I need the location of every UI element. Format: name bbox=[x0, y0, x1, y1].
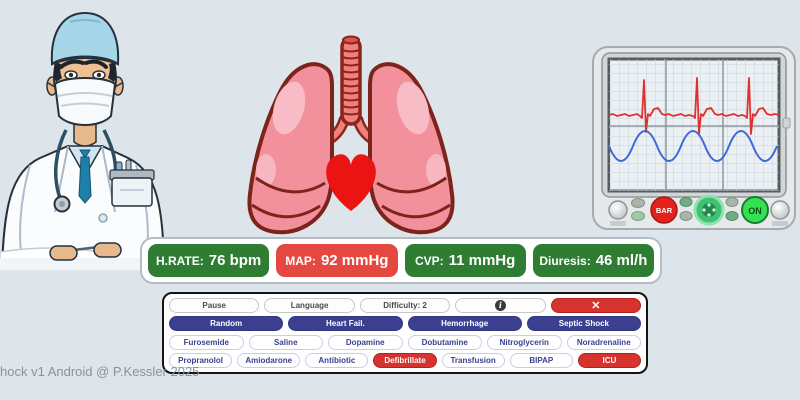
map-label: MAP: bbox=[285, 253, 316, 268]
hand bbox=[49, 245, 78, 261]
surgical-cap bbox=[50, 11, 120, 66]
bar-button bbox=[650, 196, 678, 224]
diuresis-label: Diuresis: bbox=[539, 253, 591, 268]
ecg-trace bbox=[608, 77, 780, 135]
respiration-trace bbox=[608, 130, 778, 162]
on-button bbox=[741, 196, 769, 224]
lungs-svg bbox=[247, 35, 455, 235]
cvp-display: CVP: 11 mmHg bbox=[404, 244, 526, 277]
icu-button[interactable]: ICU bbox=[577, 352, 641, 368]
nitroglycerin-button[interactable]: Nitroglycerin bbox=[487, 334, 562, 350]
drug-row-1: Furosemide Saline Dopamine Dobutamine Ni… bbox=[169, 334, 641, 350]
heart-rate-value: 76 bpm bbox=[208, 252, 262, 269]
bar-button-label: BAR bbox=[656, 206, 673, 215]
scenario-heart-failure-button[interactable]: Heart Fail. bbox=[288, 316, 403, 332]
ecg-monitor: BAR ON bbox=[592, 46, 796, 230]
on-button-label: ON bbox=[748, 206, 762, 216]
info-button[interactable]: i bbox=[455, 298, 546, 313]
eyebrow bbox=[59, 59, 85, 69]
diuresis-value: 46 ml/h bbox=[595, 252, 648, 269]
transfusion-button[interactable]: Transfusion bbox=[441, 352, 505, 368]
scenario-septic-shock-button[interactable]: Septic Shock bbox=[526, 316, 641, 332]
defibrillate-button[interactable]: Defibrillate bbox=[373, 352, 437, 368]
dobutamine-button[interactable]: Dobutamine bbox=[407, 334, 482, 350]
left-knob bbox=[608, 200, 628, 220]
antibiotic-button[interactable]: Antibiotic bbox=[305, 352, 369, 368]
dopamine-button[interactable]: Dopamine bbox=[328, 334, 403, 350]
scenario-hemorrhage-button[interactable]: Hemorrhage bbox=[407, 316, 522, 332]
scenario-row: Random Heart Fail. Hemorrhage Septic Sho… bbox=[169, 316, 641, 332]
heart bbox=[326, 154, 376, 211]
face-mask bbox=[53, 77, 117, 126]
map-display: MAP: 92 mmHg bbox=[276, 244, 398, 277]
heart-rate-label: H.RATE: bbox=[155, 253, 204, 268]
doctor-illustration bbox=[0, 0, 166, 271]
scenario-random-button[interactable]: Random bbox=[169, 316, 284, 332]
difficulty-button[interactable]: Difficulty: 2 bbox=[359, 298, 451, 313]
control-panel: Pause Language Difficulty: 2 i ✕ Random … bbox=[162, 292, 648, 374]
drug-row-2: Propranolol Amiodarone Antibiotic Defibr… bbox=[169, 352, 641, 368]
pause-button[interactable]: Pause bbox=[169, 298, 260, 313]
saline-button[interactable]: Saline bbox=[248, 334, 323, 350]
bipap-button[interactable]: BIPAP bbox=[509, 352, 573, 368]
heart-rate-display: H.RATE: 76 bpm bbox=[148, 244, 270, 277]
diuresis-display: Diuresis: 46 ml/h bbox=[532, 244, 654, 277]
propranolol-button[interactable]: Propranolol bbox=[169, 352, 233, 368]
vitals-bar: H.RATE: 76 bpm MAP: 92 mmHg CVP: 11 mmHg… bbox=[140, 237, 662, 284]
info-icon: i bbox=[494, 300, 506, 311]
close-button[interactable]: ✕ bbox=[550, 298, 642, 313]
map-value: 92 mmHg bbox=[320, 252, 389, 269]
hand bbox=[93, 242, 122, 258]
lungs-heart-illustration bbox=[232, 8, 470, 240]
monitor-svg: BAR ON bbox=[592, 46, 796, 230]
doctor-tie bbox=[78, 156, 92, 204]
language-button[interactable]: Language bbox=[264, 298, 355, 313]
noradrenaline-button[interactable]: Noradrenaline bbox=[566, 334, 641, 350]
cvp-value: 11 mmHg bbox=[448, 252, 516, 269]
app-version-caption: hock v1 Android @ P.Kessler 2025 bbox=[0, 364, 200, 379]
system-row: Pause Language Difficulty: 2 i ✕ bbox=[169, 298, 642, 313]
stethoscope-tube bbox=[54, 129, 68, 199]
coat-button bbox=[98, 213, 108, 223]
right-knob bbox=[770, 200, 790, 220]
doctor-svg bbox=[0, 11, 166, 271]
cvp-label: CVP: bbox=[414, 253, 444, 268]
amiodarone-button[interactable]: Amiodarone bbox=[237, 352, 301, 368]
furosemide-button[interactable]: Furosemide bbox=[169, 334, 244, 350]
close-icon: ✕ bbox=[591, 300, 601, 312]
coat-pocket bbox=[111, 177, 153, 207]
